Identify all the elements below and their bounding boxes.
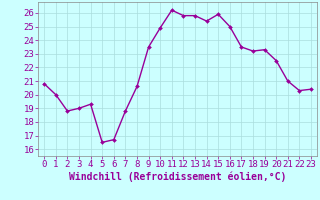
X-axis label: Windchill (Refroidissement éolien,°C): Windchill (Refroidissement éolien,°C) [69, 172, 286, 182]
